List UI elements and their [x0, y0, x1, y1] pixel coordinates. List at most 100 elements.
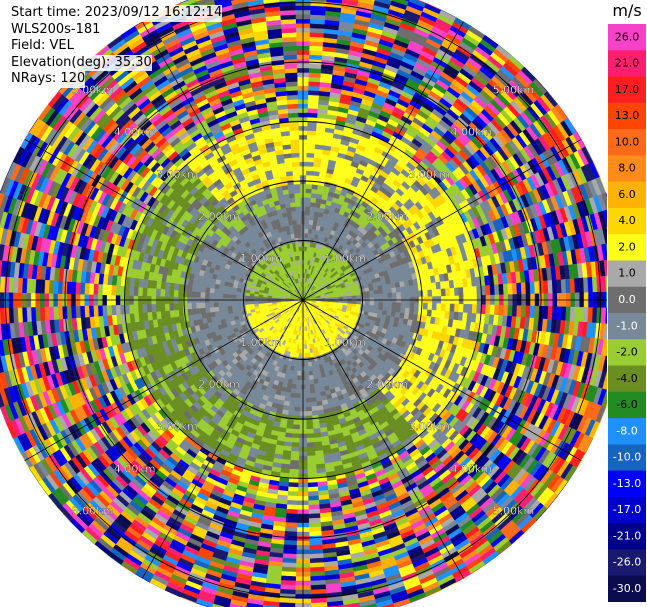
- range-gate: [307, 107, 319, 114]
- range-gate: [520, 305, 527, 318]
- range-gate: [386, 306, 393, 312]
- range-gate: [305, 188, 313, 194]
- range-gate: [309, 383, 315, 390]
- range-gate: [525, 281, 531, 295]
- range-gate: [306, 165, 314, 172]
- range-gate: [373, 301, 380, 307]
- range-gate: [422, 289, 429, 298]
- range-gate: [310, 192, 318, 199]
- range-gate: [308, 522, 322, 528]
- range-gate: [289, 468, 299, 475]
- range-gate: [292, 419, 301, 426]
- range-gate: [289, 392, 296, 399]
- range-gate: [309, 388, 316, 394]
- range-gate: [395, 307, 402, 314]
- range-gate: [307, 130, 317, 136]
- range-gate: [485, 304, 491, 315]
- range-gate: [396, 292, 402, 298]
- range-gate: [292, 424, 300, 430]
- range-gate: [485, 285, 491, 296]
- range-gate: [304, 384, 311, 390]
- range-gate: [309, 210, 315, 217]
- range-gate: [395, 286, 402, 293]
- range-gate: [360, 291, 366, 296]
- range-gate: [445, 288, 451, 297]
- range-gate: [303, 344, 308, 350]
- range-gate: [333, 296, 339, 300]
- range-gate: [347, 295, 353, 300]
- range-gate: [360, 294, 366, 299]
- range-gate: [377, 289, 384, 295]
- range-gate: [417, 308, 424, 316]
- range-gate: [342, 296, 348, 300]
- range-gate: [306, 446, 316, 452]
- range-gate: [284, 531, 298, 537]
- range-gate: [458, 303, 464, 313]
- range-gate: [296, 379, 302, 386]
- range-gate: [287, 491, 299, 497]
- range-gate: [308, 513, 321, 519]
- range-gate: [436, 288, 442, 297]
- range-gate: [304, 232, 309, 238]
- range-gate: [306, 134, 317, 141]
- range-gate: [489, 284, 496, 296]
- range-gate: [305, 206, 311, 212]
- range-gate: [291, 379, 297, 385]
- ppi-velocity-plot: 1.00km1.00km1.00km1.00km2.00km2.00km2.00…: [0, 0, 607, 607]
- range-gate: [311, 179, 319, 186]
- range-gate: [291, 437, 300, 444]
- range-gate: [502, 305, 509, 317]
- range-gate: [365, 294, 371, 299]
- range-gate: [306, 143, 316, 149]
- range-gate: [309, 206, 316, 212]
- range-gate: [427, 289, 433, 297]
- range-gate: [308, 366, 313, 372]
- range-gate: [389, 0, 393, 1]
- range-gate: [292, 428, 300, 435]
- range-gate: [440, 303, 447, 312]
- range-gate: [310, 401, 318, 408]
- range-gate: [287, 486, 299, 493]
- range-gate: [308, 81, 321, 87]
- range-gate: [471, 286, 478, 296]
- range-gate: [306, 459, 317, 466]
- range-gate: [391, 292, 397, 298]
- range-gate: [306, 455, 316, 461]
- range-gate: [308, 504, 320, 510]
- range-gate: [287, 414, 295, 421]
- range-gate: [409, 290, 415, 298]
- range-gate: [289, 459, 300, 466]
- range-gate: [307, 99, 320, 105]
- range-gate: [289, 397, 296, 403]
- range-gate: [311, 414, 319, 421]
- range-gate: [400, 291, 406, 298]
- range-gate: [308, 508, 321, 515]
- range-gate: [304, 366, 309, 372]
- range-gate: [305, 393, 311, 399]
- range-gate: [377, 285, 383, 291]
- range-gate: [307, 482, 318, 488]
- range-gate: [304, 370, 310, 377]
- range-gate: [284, 522, 298, 528]
- range-gate: [308, 94, 320, 101]
- range-gate: [404, 307, 411, 315]
- range-gate: [378, 293, 384, 299]
- range-gate: [304, 228, 309, 234]
- range-gate: [291, 383, 297, 390]
- range-gate: [306, 161, 315, 167]
- range-gate: [306, 437, 315, 444]
- range-gate: [373, 293, 380, 299]
- range-gate: [307, 468, 317, 475]
- range-gate: [307, 103, 319, 109]
- range-gate: [291, 433, 300, 439]
- range-gate: [507, 305, 513, 317]
- range-gate: [449, 287, 455, 297]
- range-gate: [498, 304, 504, 317]
- range-gate: [364, 291, 370, 296]
- range-gate: [391, 306, 397, 313]
- range-gate: [351, 292, 357, 297]
- range-gate: [294, 397, 301, 403]
- range-gate: [311, 405, 318, 412]
- range-gate: [304, 357, 309, 363]
- range-gate: [356, 295, 362, 299]
